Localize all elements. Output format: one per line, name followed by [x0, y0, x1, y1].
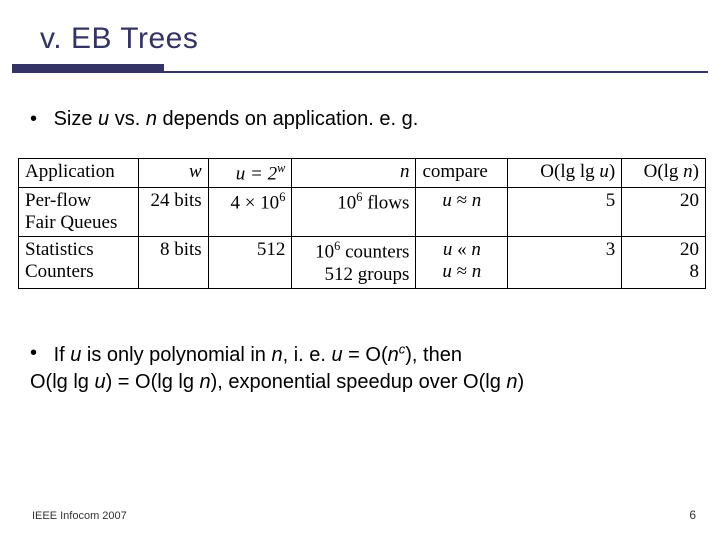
th-u2w: u = 2w [208, 159, 292, 188]
cell-w: 8 bits [139, 237, 209, 288]
txt: O(lg lg [540, 161, 599, 182]
txt: , then [412, 344, 462, 366]
cell-v2: 20 [622, 188, 706, 237]
bullet2-text: If u is only polynomial in n, i. e. u = … [30, 344, 524, 393]
txt: Per-flow [25, 190, 91, 211]
cell-n: 106 counters 512 groups [292, 237, 416, 288]
bullet-2: • If u is only polynomial in n, i. e. u … [30, 340, 690, 396]
comparison-table: Application w u = 2w n compare O(lg lg u… [18, 158, 706, 289]
var: n [271, 344, 282, 366]
cell-v2: 20 8 [622, 237, 706, 288]
sup: 6 [279, 190, 285, 204]
txt: ≈ [452, 261, 472, 282]
txt: If [54, 344, 71, 366]
title-underline-thin [12, 71, 708, 73]
txt: Fair Queues [25, 212, 117, 233]
title-underline-thick [12, 64, 164, 71]
txt: ) [693, 161, 699, 182]
txt: ) [518, 371, 525, 393]
th-olgn: O(lg n) [622, 159, 706, 188]
txt: 512 groups [324, 264, 409, 285]
txt: ), exponential speedup over O(lg [211, 371, 507, 393]
var: u [442, 190, 452, 211]
slide: v. EB Trees • Size u vs. n depends on ap… [0, 0, 720, 540]
var: n [200, 371, 211, 393]
table-row: Statistics Counters 8 bits 512 106 count… [19, 237, 706, 288]
var: n [472, 261, 482, 282]
txt: u = 2 [236, 163, 277, 184]
var: n [471, 239, 481, 260]
txt: is only polynomial in [81, 344, 271, 366]
th-olglgu: O(lg lg u) [508, 159, 622, 188]
txt: 8 [690, 261, 700, 282]
var: u [599, 161, 609, 182]
cell-n: 106 flows [292, 188, 416, 237]
cell-u2w: 4 × 106 [208, 188, 292, 237]
th-compare: compare [416, 159, 508, 188]
txt: « [452, 239, 471, 260]
txt: 20 [680, 239, 699, 260]
txt: O( [365, 344, 387, 366]
var: u [442, 261, 452, 282]
txt: depends on application. e. g. [157, 108, 418, 130]
txt: 10 [337, 193, 356, 214]
txt: vs. [109, 108, 146, 130]
txt: ) [609, 161, 615, 182]
var: n [472, 190, 482, 211]
th-w: w [189, 161, 202, 182]
cell-compare: u ≈ n [416, 188, 508, 237]
txt: O(lg lg [30, 371, 94, 393]
txt: , i. e. [283, 344, 332, 366]
var: n [506, 371, 517, 393]
page-title: v. EB Trees [40, 22, 198, 56]
var: u [443, 239, 453, 260]
th-n: n [400, 161, 410, 182]
var: n [683, 161, 693, 182]
table-row: Per-flow Fair Queues 24 bits 4 × 106 106… [19, 188, 706, 237]
cell-v1: 5 [508, 188, 622, 237]
txt: counters [340, 242, 409, 263]
cell-app: Per-flow Fair Queues [19, 188, 139, 237]
var: u [331, 344, 342, 366]
cell-app: Statistics Counters [19, 237, 139, 288]
var: u [70, 344, 81, 366]
txt: Size [54, 108, 98, 130]
txt: ) [405, 344, 412, 366]
txt: Counters [25, 261, 94, 282]
txt: ≈ [452, 190, 472, 211]
txt: flows [362, 193, 409, 214]
cell-v1: 3 [508, 237, 622, 288]
table-row: Application w u = 2w n compare O(lg lg u… [19, 159, 706, 188]
bullet-dot-icon: • [30, 340, 48, 367]
cell-w: 24 bits [139, 188, 209, 237]
cell-compare: u « n u ≈ n [416, 237, 508, 288]
txt: Statistics [25, 239, 94, 260]
var-u: u [98, 108, 109, 130]
sup: w [277, 161, 285, 175]
txt: 10 [315, 242, 334, 263]
txt: 4 × 10 [230, 193, 279, 214]
page-number: 6 [689, 508, 696, 522]
txt: O(lg [644, 161, 684, 182]
bullet-dot-icon: • [30, 106, 48, 133]
th-application: Application [19, 159, 139, 188]
cell-u2w: 512 [208, 237, 292, 288]
footer-left: IEEE Infocom 2007 [32, 510, 127, 522]
var: n [388, 344, 399, 366]
txt: ) = O(lg lg [106, 371, 200, 393]
var-n: n [146, 108, 157, 130]
var: u [94, 371, 105, 393]
txt: = [343, 344, 366, 366]
bullet1-text: Size u vs. n depends on application. e. … [54, 108, 419, 130]
bullet-1: • Size u vs. n depends on application. e… [30, 106, 418, 133]
